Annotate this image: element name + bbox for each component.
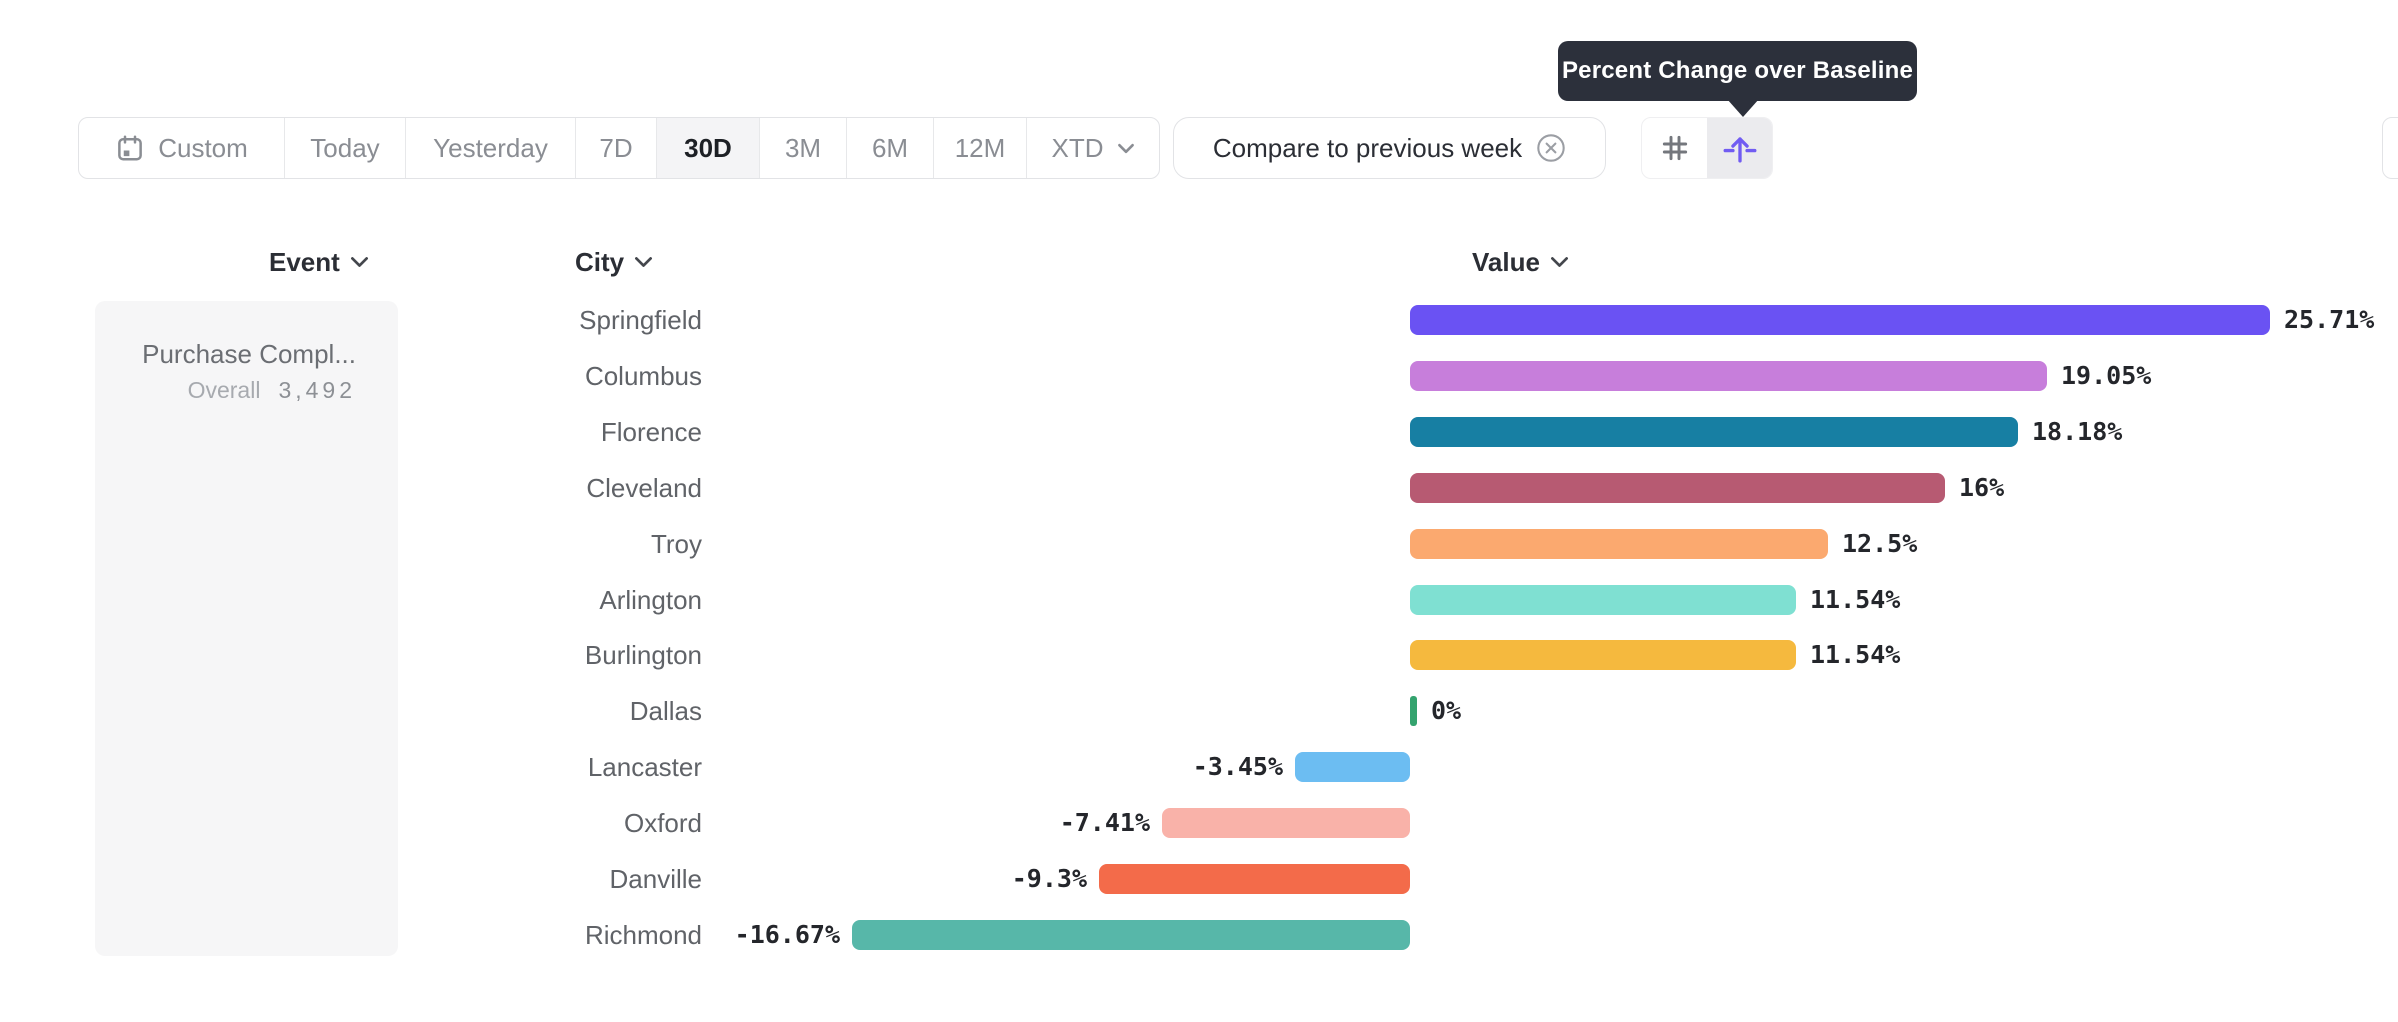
date-range-7d-button[interactable]: 7D [576,118,657,178]
city-column-header[interactable]: City [575,244,653,280]
compare-chip-label: Compare to previous week [1212,132,1523,163]
city-label: Burlington [584,640,702,670]
date-range-6m-button[interactable]: 6M [847,118,934,178]
date-range-label: 6M [871,132,909,163]
city-label: Arlington [599,585,702,615]
bar-value-label: -9.3% [1011,864,1087,893]
chevron-down-icon [1550,256,1569,268]
arrow-up-from-baseline-icon [1722,130,1758,166]
overall-label: Overall [187,377,261,403]
bar-row: Dallas 0% [0,683,2398,739]
bar-row: Arlington 11.54% [0,572,2398,628]
date-range-label: Today [310,132,380,163]
bar-value-label: 18.18% [2032,417,2123,446]
city-label: Dallas [629,696,702,726]
city-label: Richmond [584,920,702,950]
bar[interactable] [1410,529,1828,559]
city-label: Lancaster [587,752,702,782]
bar[interactable] [1410,305,2270,335]
hash-grid-icon [1659,132,1691,164]
date-range-label: 3M [784,132,822,163]
chevron-down-icon [1117,143,1135,154]
bar-row: Oxford -7.41% [0,795,2398,851]
event-column-header[interactable]: Event [269,244,369,280]
city-label: Troy [650,529,702,559]
bar-row: Richmond -16.67% [0,907,2398,963]
date-range-label: 30D [684,132,732,163]
event-column-label: Event [269,246,340,277]
event-panel: Purchase Compl... Overall 3,492 [95,301,398,956]
bar-row: Burlington 11.54% [0,627,2398,683]
bar[interactable] [1295,752,1410,782]
bar-value-label: 0% [1431,696,1462,725]
date-range-30d-button[interactable]: 30D [657,118,760,178]
city-label: Danville [609,864,703,894]
bar-value-label: -16.67% [734,920,840,949]
city-label: Springfield [579,305,702,335]
date-range-label: Yesterday [433,132,548,163]
chevron-down-icon [350,256,369,268]
bar-row: Columbus 19.05% [0,348,2398,404]
event-overall-row: Overall 3,492 [142,377,356,404]
bar-row: Florence 18.18% [0,404,2398,460]
bar[interactable] [1410,417,2018,447]
bar-value-label: -3.45% [1192,752,1283,781]
city-label: Oxford [623,808,702,838]
close-circle-icon[interactable] [1536,133,1566,163]
city-label: Columbus [584,361,702,391]
bar-row: Troy 12.5% [0,516,2398,572]
city-label: Florence [600,417,702,447]
date-range-xtd-button[interactable]: XTD [1027,118,1159,178]
bar-row: Cleveland 16% [0,460,2398,516]
date-range-custom-button[interactable]: Custom [79,118,285,178]
absolute-values-button[interactable] [1642,118,1707,178]
value-column-header[interactable]: Value [1472,244,1569,280]
bar[interactable] [1410,361,2047,391]
bar[interactable] [1410,473,1945,503]
bar-value-label: 11.54% [1810,640,1901,669]
date-range-today-button[interactable]: Today [285,118,406,178]
bar-row: Springfield 25.71% [0,292,2398,348]
bar[interactable] [1410,696,1417,726]
date-range-label: XTD [1051,132,1104,163]
date-range-label: 7D [599,132,633,163]
bar-row: Danville -9.3% [0,851,2398,907]
percent-change-over-baseline-button[interactable] [1707,118,1772,178]
date-range-toolbar: Custom Today Yesterday 7D 30D 3M 6M 12M … [78,117,1160,179]
city-column-label: City [575,246,625,277]
bar[interactable] [1410,640,1796,670]
chevron-down-icon [634,256,653,268]
bar[interactable] [1162,808,1410,838]
bar-value-label: 16% [1959,473,2005,502]
bar-value-label: 12.5% [1842,529,1918,558]
city-label: Cleveland [586,473,702,503]
edge-clipped-button[interactable] [2382,117,2398,179]
compare-chip[interactable]: Compare to previous week [1173,117,1606,179]
date-range-3m-button[interactable]: 3M [760,118,847,178]
bar-value-label: 11.54% [1810,585,1901,614]
bar-value-label: 19.05% [2061,361,2152,390]
bar-value-label: 25.71% [2284,305,2375,334]
bar-row: Lancaster -3.45% [0,739,2398,795]
overall-value: 3,492 [278,377,356,403]
bar[interactable] [1099,864,1410,894]
date-range-yesterday-button[interactable]: Yesterday [406,118,576,178]
date-range-label: 12M [954,132,1006,163]
bar[interactable] [852,920,1410,950]
bar-value-label: -7.41% [1059,808,1150,837]
value-column-label: Value [1472,246,1540,277]
event-name: Purchase Compl... [142,339,356,369]
tooltip: Percent Change over Baseline [1558,41,1917,101]
calendar-icon [115,133,145,163]
tooltip-text: Percent Change over Baseline [1561,57,1914,84]
value-display-toggle-group [1641,117,1773,179]
date-range-12m-button[interactable]: 12M [934,118,1027,178]
tooltip-caret [1727,99,1759,117]
event-item[interactable]: Purchase Compl... Overall 3,492 [142,337,356,404]
date-range-label: Custom [158,132,248,163]
bar[interactable] [1410,585,1796,615]
